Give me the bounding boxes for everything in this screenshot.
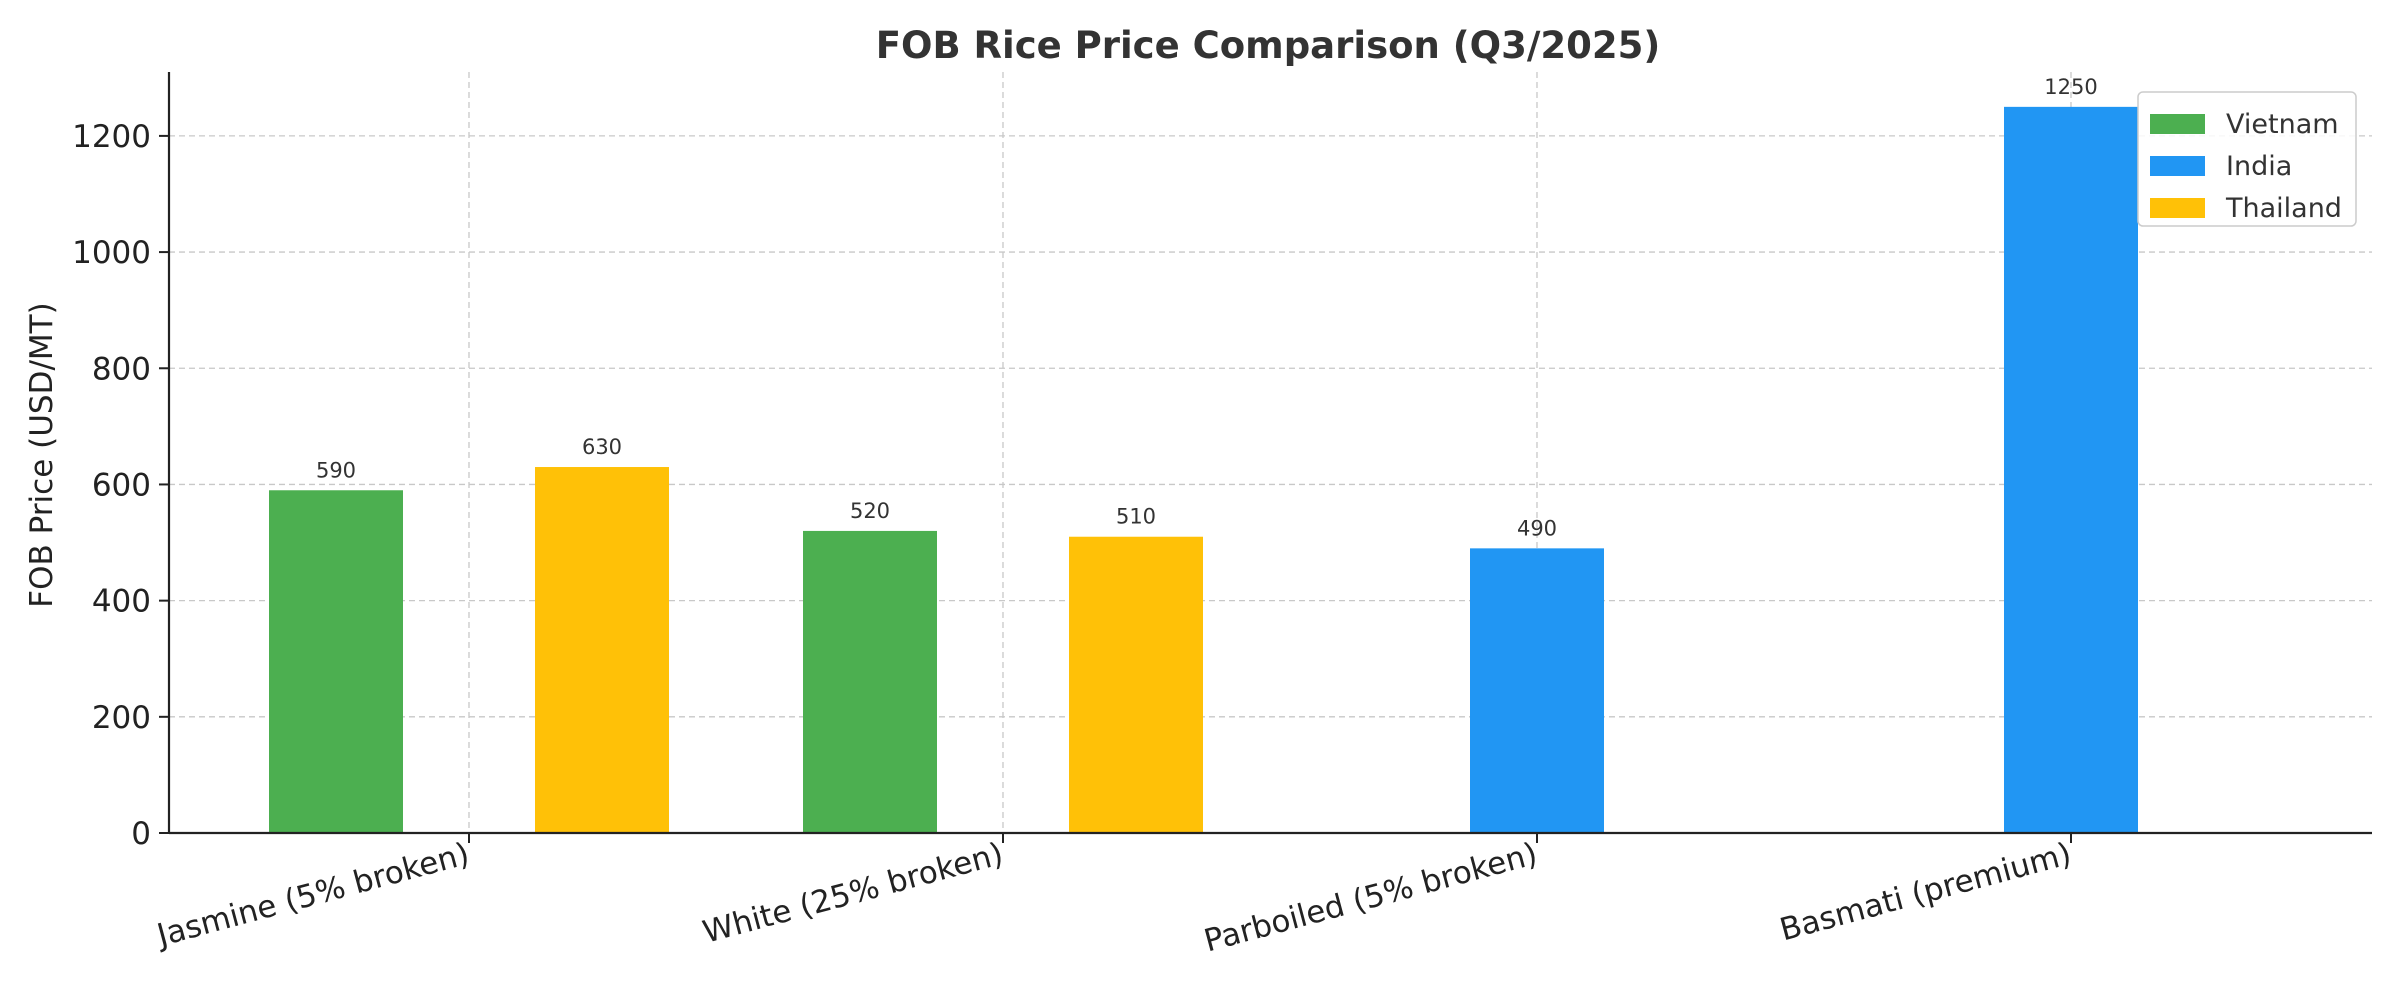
- legend-swatch-thailand: [2150, 198, 2205, 218]
- legend-label: India: [2226, 151, 2292, 182]
- bar-vietnam-0: [269, 490, 403, 833]
- legend: Vietnam India Thailand: [2137, 91, 2357, 227]
- legend-swatch-vietnam: [2150, 114, 2205, 134]
- y-tick-label: 800: [92, 351, 151, 387]
- y-tick-label: 0: [131, 816, 151, 852]
- data-label: 490: [1517, 516, 1557, 540]
- axis-layer: [159, 72, 2372, 843]
- x-tick-label: Parboiled (5% broken): [1200, 836, 1541, 960]
- x-tick-label: Basmati (premium): [1776, 836, 2075, 948]
- legend-swatch-india: [2150, 156, 2205, 176]
- y-tick-label: 400: [92, 584, 151, 620]
- y-axis-label: FOB Price (USD/MT): [24, 302, 60, 607]
- legend-label: Thailand: [2225, 193, 2342, 224]
- data-label: 590: [316, 458, 356, 482]
- data-label: 630: [582, 435, 622, 459]
- bar-india-3: [2004, 106, 2138, 833]
- data-label: 1250: [2044, 75, 2097, 99]
- data-label: 520: [850, 499, 890, 523]
- chart-title: FOB Rice Price Comparison (Q3/2025): [876, 24, 1661, 67]
- x-tick-label: White (25% broken): [699, 836, 1007, 951]
- y-tick-label: 1000: [72, 235, 151, 271]
- bar-vietnam-1: [803, 530, 937, 833]
- y-tick-label: 1200: [72, 119, 151, 155]
- y-tick-label: 200: [92, 700, 151, 736]
- y-tick-label: 600: [92, 467, 151, 503]
- data-label: 510: [1116, 505, 1156, 529]
- bar-india-2: [1470, 548, 1604, 833]
- bar-layer: [269, 106, 2138, 833]
- legend-label: Vietnam: [2226, 109, 2339, 140]
- bar-thailand-1: [1069, 536, 1203, 833]
- bar-thailand-0: [535, 467, 669, 833]
- x-tick-label: Jasmine (5% broken): [152, 836, 473, 954]
